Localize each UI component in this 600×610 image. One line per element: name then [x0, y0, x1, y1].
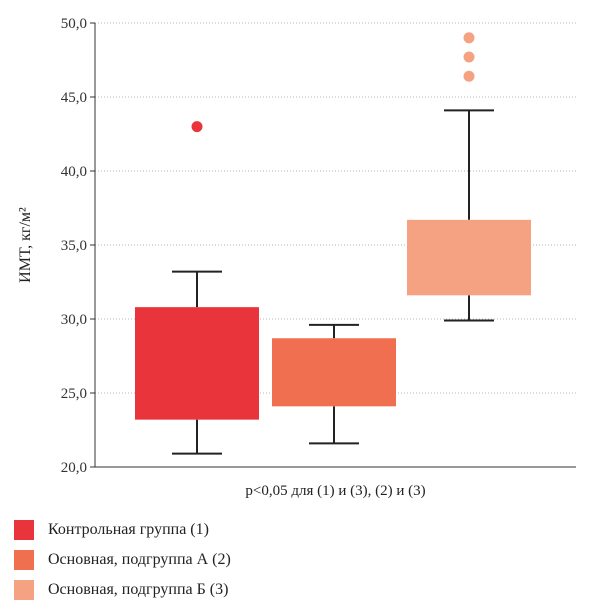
legend-swatch-subgroup-a	[14, 550, 34, 570]
y-tick-label: 30,0	[61, 312, 87, 328]
boxplot-chart: 20,025,030,035,040,045,050,0 ИМТ, кг/м² …	[17, 16, 576, 499]
y-tick-label: 25,0	[61, 386, 87, 402]
box-rect	[407, 219, 531, 296]
y-axis-title: ИМТ, кг/м²	[17, 207, 34, 283]
legend-item-subgroup-a: Основная, подгруппа А (2)	[14, 550, 231, 570]
box-group-2	[272, 323, 396, 445]
box-group-1	[135, 121, 259, 455]
y-axis-ticks: 20,0 25,0 30,0 35,0 40,0 45,0 50,0	[61, 16, 95, 476]
legend-item-subgroup-b: Основная, подгруппа Б (3)	[14, 580, 231, 600]
x-axis-title: p<0,05 для (1) и (3), (2) и (3)	[245, 483, 425, 499]
y-tick-label: 20,0	[61, 460, 87, 476]
legend-swatch-subgroup-b	[14, 580, 34, 600]
outlier-point	[463, 51, 475, 63]
legend-label-subgroup-b: Основная, подгруппа Б (3)	[48, 581, 229, 598]
box-plots	[135, 32, 531, 455]
legend-label-subgroup-a: Основная, подгруппа А (2)	[48, 551, 231, 568]
box-rect	[135, 307, 259, 420]
legend-item-control: Контрольная группа (1)	[14, 520, 231, 540]
box-rect	[272, 338, 396, 407]
y-tick-label: 45,0	[61, 90, 87, 106]
y-tick-label: 35,0	[61, 238, 87, 254]
outlier-point	[463, 32, 475, 44]
y-tick-label: 50,0	[61, 16, 87, 32]
legend-swatch-control	[14, 520, 34, 540]
outlier-point	[463, 70, 475, 82]
legend: Контрольная группа (1) Основная, подгруп…	[14, 520, 231, 610]
y-tick-label: 40,0	[61, 164, 87, 180]
outlier-point	[191, 121, 203, 133]
box-group-3	[407, 32, 531, 322]
legend-label-control: Контрольная группа (1)	[48, 521, 209, 538]
